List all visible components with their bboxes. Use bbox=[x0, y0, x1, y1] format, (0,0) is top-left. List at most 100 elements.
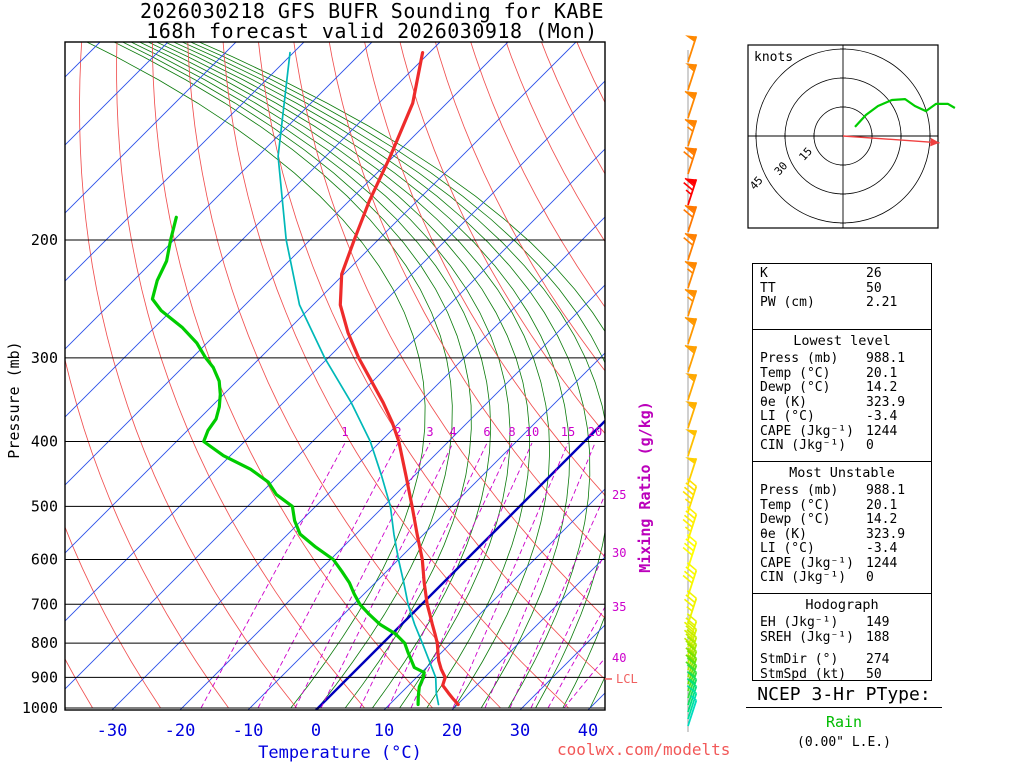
temperature-tick-label: 20 bbox=[442, 721, 462, 741]
wind-barb bbox=[683, 590, 698, 625]
row-value: 0 bbox=[866, 570, 874, 585]
lowest-level-rows: Press (mb) 988.1 Temp (°C) 20.1 Dewp (°C) 14.… bbox=[760, 351, 924, 454]
dry-adiabat bbox=[187, 42, 501, 709]
isotherm bbox=[111, 216, 605, 710]
moist-adiabat bbox=[138, 42, 511, 709]
dewpoint-curve bbox=[150, 215, 426, 707]
title-line2: 168h forecast valid 2026030918 (Mon) bbox=[146, 19, 598, 43]
mixing-ratio-label-right: 30 bbox=[612, 546, 626, 560]
row-label: StmSpd (kt) bbox=[760, 666, 847, 682]
mixing-ratio-label: 4 bbox=[449, 425, 456, 439]
table-row: Dewp (°C) 14.2 bbox=[760, 512, 924, 528]
watermark-text: coolwx.com/modelts bbox=[557, 740, 731, 759]
table-row: CAPE (Jkg⁻¹) 1244 bbox=[760, 555, 924, 572]
isotherm bbox=[451, 556, 605, 710]
row-value: 50 bbox=[866, 280, 882, 296]
ptype-value: Rain bbox=[825, 713, 863, 731]
row-value: 323.9 bbox=[866, 526, 906, 542]
mixing-ratio-label: 10 bbox=[525, 425, 539, 439]
mixing-ratio-label: 3 bbox=[426, 425, 433, 439]
temperature-tick-label: 0 bbox=[311, 721, 321, 741]
row-label: TT bbox=[760, 280, 776, 296]
table-row: θe (K) 323.9 bbox=[760, 526, 924, 543]
table-row: SREH (Jkg⁻¹) 188 bbox=[760, 630, 924, 646]
ptype-liquid-equivalent: (0.00" L.E.) bbox=[797, 735, 891, 750]
ptype-block: NCEP 3-Hr PType: Rain (0.00" L.E.) bbox=[746, 684, 942, 750]
table-row: StmDir (°) 274 bbox=[760, 652, 924, 668]
row-value: 20.1 bbox=[866, 497, 898, 513]
row-value: -3.4 bbox=[866, 541, 898, 556]
pressure-tick-label: 800 bbox=[31, 634, 58, 652]
pressure-tick-label: 700 bbox=[31, 595, 58, 613]
moist-adiabat bbox=[198, 42, 605, 709]
wind-barb bbox=[684, 288, 698, 317]
row-value: 26 bbox=[866, 266, 882, 281]
temperature-tick-label: 30 bbox=[510, 721, 530, 741]
dry-adiabat bbox=[293, 42, 605, 619]
pressure-tick-label: 300 bbox=[31, 349, 58, 367]
table-row: Temp (°C) 20.1 bbox=[760, 366, 924, 382]
row-value: 2.21 bbox=[866, 295, 898, 310]
dry-adiabat bbox=[65, 525, 161, 709]
lowest-level-panel: Lowest level Press (mb) 988.1 Temp (°C) 20.… bbox=[752, 329, 932, 462]
mixing-ratio-line bbox=[563, 657, 605, 709]
mixing-ratio-label-right: 40 bbox=[612, 651, 626, 665]
row-value: 0 bbox=[866, 438, 874, 453]
temperature-axis-label: Temperature (°C) bbox=[258, 743, 422, 763]
table-row: PW (cm) 2.21 bbox=[760, 295, 924, 311]
mixing-ratio-label-right: 35 bbox=[612, 600, 626, 614]
dry-adiabat bbox=[65, 357, 229, 709]
hodograph-stats-rows2: StmDir (°) 274 StmSpd (kt) 50 bbox=[760, 652, 924, 682]
table-row: TT 50 bbox=[760, 280, 924, 297]
mixing-ratio-label: 6 bbox=[483, 425, 490, 439]
wind-barb bbox=[686, 664, 698, 699]
wet-bulb-curve bbox=[277, 51, 440, 706]
title-line1: 2026030218 GFS BUFR Sounding for KABE bbox=[139, 0, 605, 23]
row-value: 988.1 bbox=[866, 483, 906, 498]
mixing-ratio-line bbox=[410, 442, 533, 709]
mixing-ratio-label-right: 25 bbox=[612, 488, 626, 502]
temperature-curve bbox=[338, 50, 460, 707]
dry-adiabat bbox=[470, 42, 605, 308]
row-value: 1244 bbox=[866, 423, 898, 439]
mixing-ratio-line bbox=[294, 442, 431, 709]
dry-adiabat bbox=[258, 42, 605, 680]
hodograph-ring bbox=[755, 48, 931, 224]
row-value: 274 bbox=[866, 652, 890, 667]
skewt-grid bbox=[65, 42, 605, 710]
row-value: 1244 bbox=[866, 555, 898, 571]
mixing-ratio-label: 1 bbox=[341, 425, 348, 439]
moist-adiabat bbox=[147, 42, 531, 709]
wind-barb bbox=[686, 685, 698, 720]
isotherm bbox=[65, 42, 577, 554]
wind-barb bbox=[683, 177, 698, 206]
temperature-tick-label: 10 bbox=[374, 721, 394, 741]
wind-barb bbox=[685, 401, 698, 429]
isotherm bbox=[247, 352, 605, 710]
table-row: Press (mb) 988.1 bbox=[760, 483, 924, 499]
row-label: LI (°C) bbox=[760, 409, 815, 424]
isotherm bbox=[65, 42, 305, 282]
temperature-tick-label: 40 bbox=[578, 721, 598, 741]
plot-frame bbox=[64, 41, 606, 711]
moist-adiabat bbox=[164, 42, 571, 709]
dry-adiabat bbox=[116, 42, 365, 709]
dry-adiabat bbox=[151, 42, 433, 709]
row-value: 323.9 bbox=[866, 394, 906, 410]
wind-barb bbox=[684, 316, 698, 345]
dry-adiabat bbox=[541, 42, 605, 175]
table-row: Press (mb) 988.1 bbox=[760, 351, 924, 367]
hodograph-units-label: knots bbox=[754, 50, 793, 65]
wind-barb bbox=[685, 429, 698, 457]
row-value: -3.4 bbox=[866, 409, 898, 424]
mixing-ratio-line bbox=[547, 606, 605, 709]
most-unstable-rows: Press (mb) 988.1 Temp (°C) 20.1 Dewp (°C) 14.… bbox=[760, 483, 924, 586]
row-label: Press (mb) bbox=[760, 351, 839, 366]
mixing-ratio-axis-label: Mixing Ratio (g/kg) bbox=[636, 401, 654, 573]
row-value: 14.2 bbox=[866, 512, 898, 527]
moist-adiabat bbox=[181, 42, 605, 709]
dry-adiabat bbox=[79, 42, 297, 709]
indices-panel: K 26 TT 50 PW (cm) 2.21 bbox=[752, 263, 932, 330]
isotherm bbox=[65, 42, 169, 146]
